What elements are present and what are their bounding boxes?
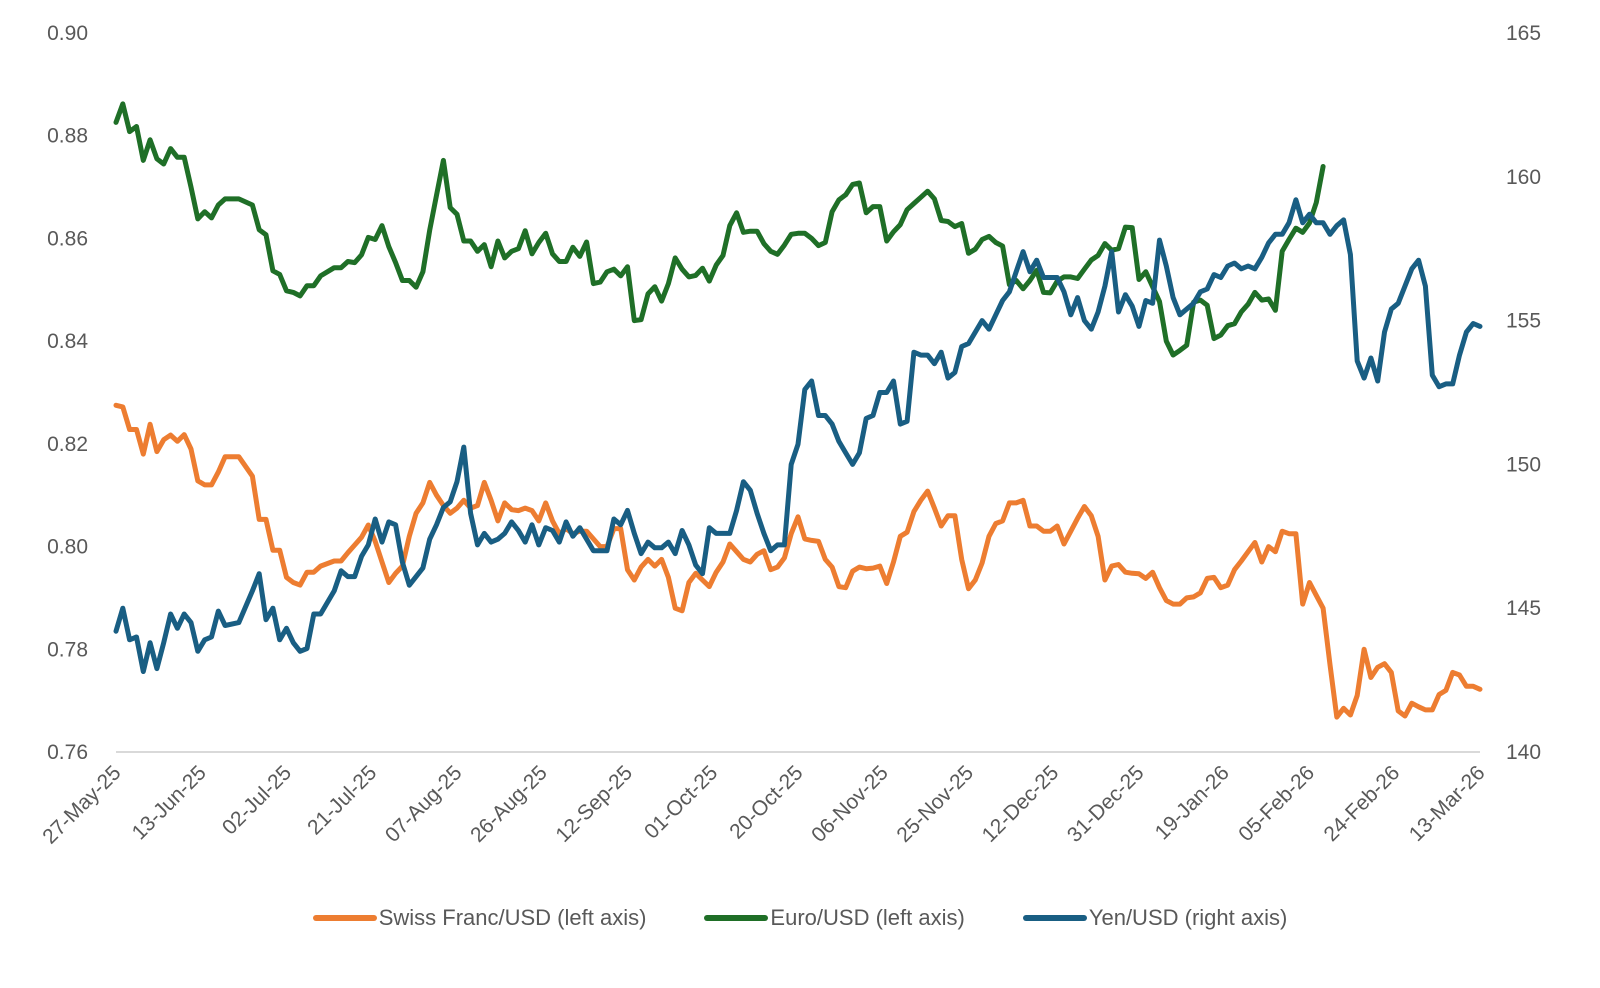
x-tick-label: 20-Oct-25 bbox=[725, 761, 807, 843]
legend-label-yen: Yen/USD (right axis) bbox=[1088, 905, 1288, 930]
x-tick-label: 21-Jul-25 bbox=[303, 761, 381, 839]
left-y-tick-label: 0.84 bbox=[47, 330, 88, 353]
series-line-euro-usd-left-axis bbox=[113, 101, 1326, 358]
x-tick-label: 02-Jul-25 bbox=[218, 761, 296, 839]
legend-swatch-yen bbox=[1022, 915, 1087, 921]
series-layer bbox=[113, 101, 1483, 720]
left-y-axis: 0.76 0.78 0.80 0.82 0.84 0.86 0.88 0.90 bbox=[47, 22, 88, 764]
x-axis: 27-May-25 13-Jun-25 02-Jul-25 21-Jul-25 07-A… bbox=[38, 761, 1489, 848]
legend-swatch-euro bbox=[704, 915, 769, 921]
left-y-tick-label: 0.78 bbox=[47, 638, 88, 661]
x-tick-label: 19-Jan-26 bbox=[1151, 761, 1234, 844]
legend-item-swiss-franc: Swiss Franc/USD (left axis) bbox=[312, 905, 647, 931]
series-line-yen-usd-right-axis bbox=[113, 197, 1483, 674]
x-tick-label: 05-Feb-26 bbox=[1234, 761, 1319, 846]
left-y-tick-label: 0.86 bbox=[47, 227, 88, 250]
legend-item-yen: Yen/USD (right axis) bbox=[1022, 905, 1288, 931]
x-tick-label: 01-Oct-25 bbox=[640, 761, 722, 843]
x-tick-label: 27-May-25 bbox=[38, 761, 125, 848]
x-tick-label: 13-Mar-26 bbox=[1405, 761, 1490, 846]
legend-item-euro: Euro/USD (left axis) bbox=[704, 905, 965, 931]
right-y-tick-label: 140 bbox=[1506, 741, 1541, 764]
x-tick-label: 24-Feb-26 bbox=[1320, 761, 1405, 846]
x-tick-label: 12-Dec-25 bbox=[978, 761, 1064, 847]
x-tick-label: 25-Nov-25 bbox=[892, 761, 978, 847]
x-tick-label: 13-Jun-25 bbox=[128, 761, 211, 844]
right-y-tick-label: 160 bbox=[1506, 166, 1541, 189]
legend-label-swiss-franc: Swiss Franc/USD (left axis) bbox=[378, 905, 647, 930]
series-line-swiss-franc-usd-left-axis bbox=[113, 402, 1483, 720]
left-y-tick-label: 0.82 bbox=[47, 433, 88, 456]
right-y-axis: 140 145 150 155 160 165 bbox=[1506, 22, 1541, 764]
left-y-tick-label: 0.80 bbox=[47, 536, 88, 559]
left-y-tick-label: 0.88 bbox=[47, 125, 88, 148]
x-tick-label: 07-Aug-25 bbox=[381, 761, 467, 847]
legend-label-euro: Euro/USD (left axis) bbox=[770, 905, 965, 930]
x-tick-label: 31-Dec-25 bbox=[1063, 761, 1149, 847]
left-y-tick-label: 0.90 bbox=[47, 22, 88, 45]
x-tick-label: 06-Nov-25 bbox=[807, 761, 893, 847]
left-y-tick-label: 0.76 bbox=[47, 741, 88, 764]
right-y-tick-label: 145 bbox=[1506, 597, 1541, 620]
x-tick-label: 26-Aug-25 bbox=[466, 761, 552, 847]
right-y-tick-label: 155 bbox=[1506, 310, 1541, 333]
right-y-tick-label: 165 bbox=[1506, 22, 1541, 45]
legend-swatch-swiss-franc bbox=[312, 915, 377, 921]
right-y-tick-label: 150 bbox=[1506, 453, 1541, 476]
legend: Swiss Franc/USD (left axis) Euro/USD (le… bbox=[0, 905, 1600, 931]
x-tick-label: 12-Sep-25 bbox=[551, 761, 637, 847]
